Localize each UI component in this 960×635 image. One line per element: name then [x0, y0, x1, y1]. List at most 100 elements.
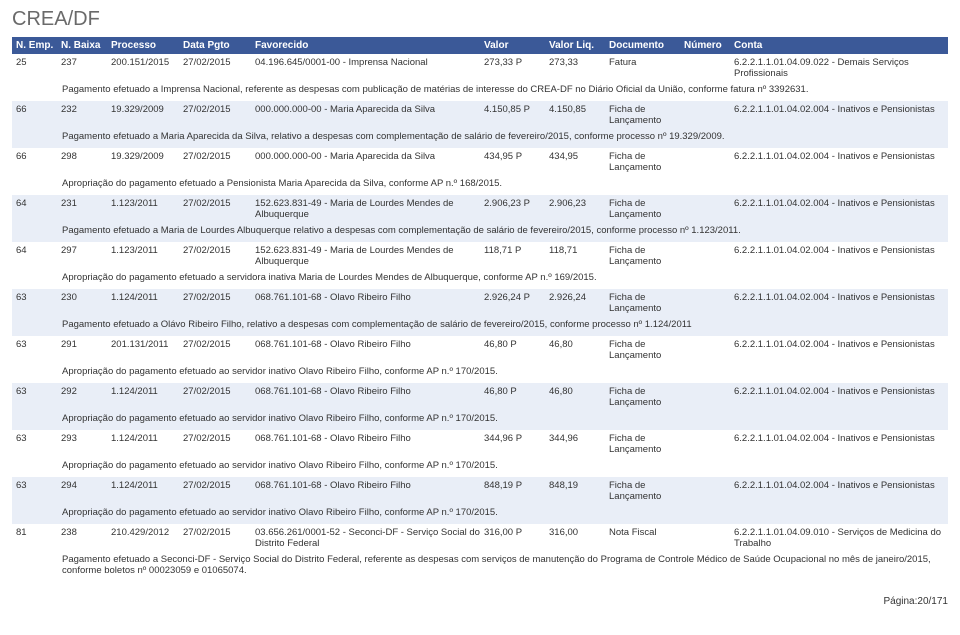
cell-valorliq: 46,80 [549, 386, 609, 408]
cell-favorecido: 068.761.101-68 - Olavo Ribeiro Filho [255, 292, 484, 314]
table-row: 632921.124/201127/02/2015068.761.101-68 … [12, 383, 948, 411]
cell-nemp: 63 [16, 339, 61, 361]
row-description: Pagamento efetuado a Imprensa Nacional, … [12, 82, 948, 101]
cell-numero [684, 57, 734, 79]
cell-processo: 1.124/2011 [111, 386, 183, 408]
cell-conta: 6.2.2.1.1.01.04.02.004 - Inativos e Pens… [734, 104, 944, 126]
cell-nemp: 64 [16, 245, 61, 267]
cell-nbaixa: 231 [61, 198, 111, 220]
cell-favorecido: 04.196.645/0001-00 - Imprensa Nacional [255, 57, 484, 79]
cell-nbaixa: 293 [61, 433, 111, 455]
cell-valor: 273,33 P [484, 57, 549, 79]
table-row-group: 63291201.131/201127/02/2015068.761.101-6… [12, 336, 948, 383]
cell-numero [684, 198, 734, 220]
table-row-group: 6623219.329/200927/02/2015000.000.000-00… [12, 101, 948, 148]
cell-conta: 6.2.2.1.1.01.04.02.004 - Inativos e Pens… [734, 480, 944, 502]
cell-processo: 1.123/2011 [111, 245, 183, 267]
report-page: CREA/DF N. Emp. N. Baixa Processo Data P… [0, 0, 960, 590]
rows-container: 25237200.151/201527/02/201504.196.645/00… [12, 54, 948, 582]
header-favorecido: Favorecido [255, 40, 484, 51]
cell-valorliq: 344,96 [549, 433, 609, 455]
cell-documento: Ficha de Lançamento [609, 104, 684, 126]
cell-favorecido: 068.761.101-68 - Olavo Ribeiro Filho [255, 433, 484, 455]
cell-numero [684, 151, 734, 173]
cell-valor: 316,00 P [484, 527, 549, 549]
row-description: Pagamento efetuado a Maria Aparecida da … [12, 129, 948, 148]
cell-processo: 19.329/2009 [111, 151, 183, 173]
table-row-group: 632301.124/201127/02/2015068.761.101-68 … [12, 289, 948, 336]
row-description: Apropriação do pagamento efetuado ao ser… [12, 411, 948, 430]
cell-valorliq: 118,71 [549, 245, 609, 267]
cell-processo: 1.124/2011 [111, 292, 183, 314]
page-footer: Página:20/171 [0, 590, 960, 611]
table-row: 25237200.151/201527/02/201504.196.645/00… [12, 54, 948, 82]
cell-conta: 6.2.2.1.1.01.04.09.010 - Serviços de Med… [734, 527, 944, 549]
cell-processo: 200.151/2015 [111, 57, 183, 79]
header-documento: Documento [609, 40, 684, 51]
cell-processo: 201.131/2011 [111, 339, 183, 361]
cell-data: 27/02/2015 [183, 527, 255, 549]
cell-processo: 1.124/2011 [111, 433, 183, 455]
table-row-group: 25237200.151/201527/02/201504.196.645/00… [12, 54, 948, 101]
cell-numero [684, 433, 734, 455]
table-row-group: 632941.124/201127/02/2015068.761.101-68 … [12, 477, 948, 524]
cell-valor: 2.926,24 P [484, 292, 549, 314]
header-nbaixa: N. Baixa [61, 40, 111, 51]
cell-documento: Nota Fiscal [609, 527, 684, 549]
cell-valor: 434,95 P [484, 151, 549, 173]
cell-documento: Ficha de Lançamento [609, 433, 684, 455]
header-valorliq: Valor Liq. [549, 40, 609, 51]
cell-valorliq: 2.926,24 [549, 292, 609, 314]
cell-nemp: 66 [16, 151, 61, 173]
cell-nemp: 63 [16, 292, 61, 314]
cell-valor: 46,80 P [484, 339, 549, 361]
cell-favorecido: 068.761.101-68 - Olavo Ribeiro Filho [255, 386, 484, 408]
cell-nbaixa: 298 [61, 151, 111, 173]
cell-data: 27/02/2015 [183, 386, 255, 408]
cell-data: 27/02/2015 [183, 104, 255, 126]
cell-documento: Ficha de Lançamento [609, 198, 684, 220]
cell-conta: 6.2.2.1.1.01.04.09.022 - Demais Serviços… [734, 57, 944, 79]
cell-numero [684, 527, 734, 549]
cell-nbaixa: 232 [61, 104, 111, 126]
table-row: 632301.124/201127/02/2015068.761.101-68 … [12, 289, 948, 317]
cell-conta: 6.2.2.1.1.01.04.02.004 - Inativos e Pens… [734, 386, 944, 408]
cell-data: 27/02/2015 [183, 292, 255, 314]
table-row: 6629819.329/200927/02/2015000.000.000-00… [12, 148, 948, 176]
cell-nemp: 66 [16, 104, 61, 126]
cell-nemp: 64 [16, 198, 61, 220]
cell-numero [684, 386, 734, 408]
cell-documento: Ficha de Lançamento [609, 292, 684, 314]
cell-data: 27/02/2015 [183, 433, 255, 455]
cell-documento: Ficha de Lançamento [609, 339, 684, 361]
cell-data: 27/02/2015 [183, 151, 255, 173]
row-description: Apropriação do pagamento efetuado a serv… [12, 270, 948, 289]
cell-valor: 46,80 P [484, 386, 549, 408]
header-nemp: N. Emp. [16, 40, 61, 51]
cell-numero [684, 245, 734, 267]
table-row-group: 632931.124/201127/02/2015068.761.101-68 … [12, 430, 948, 477]
table-row-group: 642311.123/201127/02/2015152.623.831-49 … [12, 195, 948, 242]
cell-nbaixa: 238 [61, 527, 111, 549]
row-description: Pagamento efetuado a Olávo Ribeiro Filho… [12, 317, 948, 336]
cell-valor: 118,71 P [484, 245, 549, 267]
cell-documento: Ficha de Lançamento [609, 386, 684, 408]
cell-processo: 1.123/2011 [111, 198, 183, 220]
cell-processo: 1.124/2011 [111, 480, 183, 502]
cell-valorliq: 273,33 [549, 57, 609, 79]
cell-nemp: 63 [16, 433, 61, 455]
row-description: Apropriação do pagamento efetuado ao ser… [12, 505, 948, 524]
cell-favorecido: 000.000.000-00 - Maria Aparecida da Silv… [255, 104, 484, 126]
cell-processo: 210.429/2012 [111, 527, 183, 549]
row-description: Pagamento efetuado a Seconci-DF - Serviç… [12, 552, 948, 582]
table-row-group: 642971.123/201127/02/2015152.623.831-49 … [12, 242, 948, 289]
cell-conta: 6.2.2.1.1.01.04.02.004 - Inativos e Pens… [734, 292, 944, 314]
cell-favorecido: 152.623.831-49 - Maria de Lourdes Mendes… [255, 245, 484, 267]
cell-favorecido: 03.656.261/0001-52 - Seconci-DF - Serviç… [255, 527, 484, 549]
cell-valorliq: 316,00 [549, 527, 609, 549]
cell-numero [684, 339, 734, 361]
cell-valorliq: 46,80 [549, 339, 609, 361]
header-processo: Processo [111, 40, 183, 51]
cell-nbaixa: 230 [61, 292, 111, 314]
row-description: Apropriação do pagamento efetuado ao ser… [12, 458, 948, 477]
